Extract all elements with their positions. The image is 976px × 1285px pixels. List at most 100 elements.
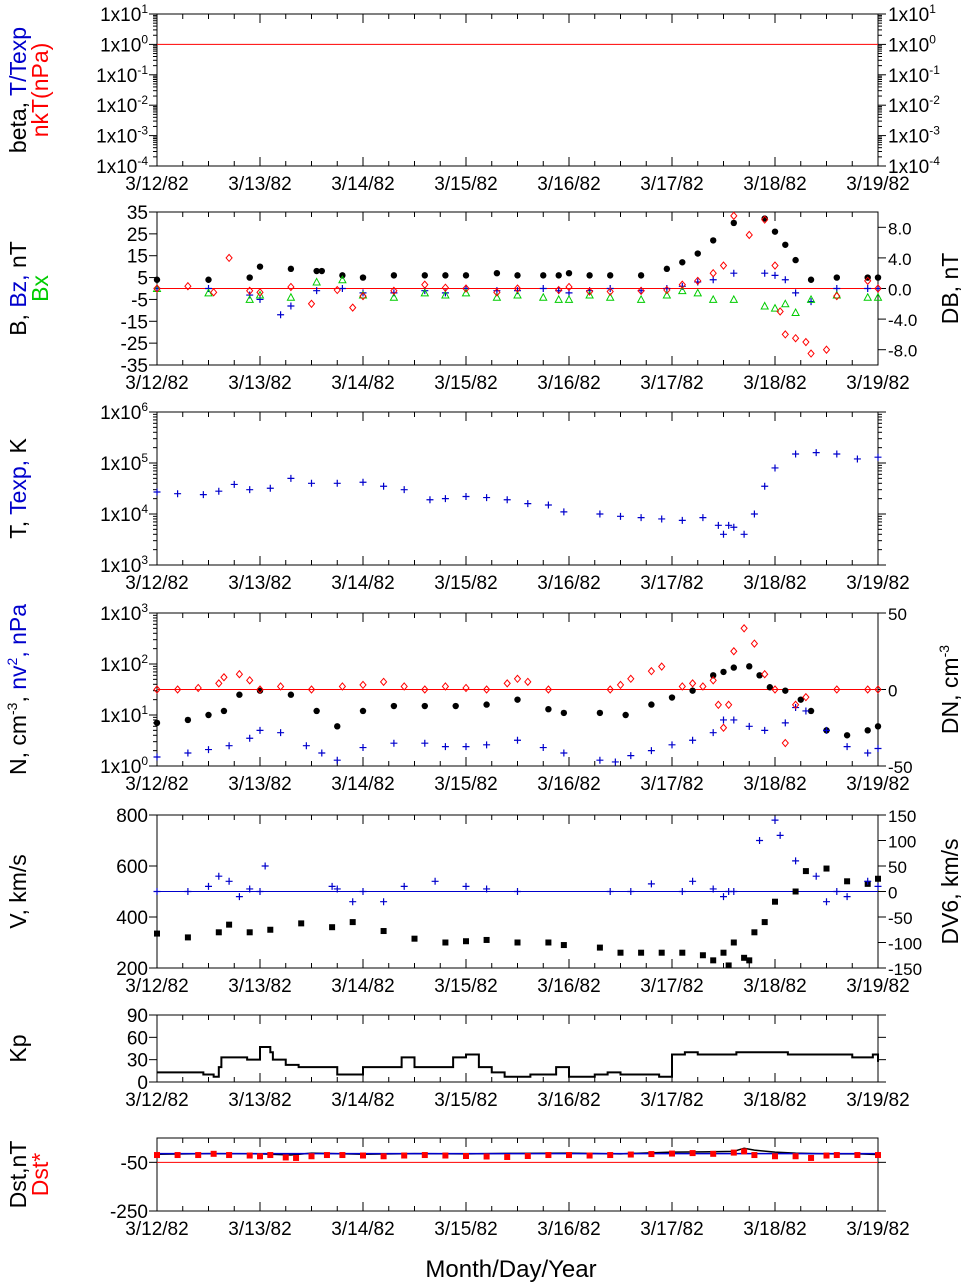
data-point-bx	[636, 294, 646, 303]
data-point-nv2	[225, 742, 233, 750]
data-point-dst	[689, 1150, 696, 1157]
data-point-dst	[566, 1152, 572, 1159]
data-point-db	[730, 211, 738, 221]
data-point-t	[761, 482, 769, 490]
y2-tick-label: 0	[888, 682, 897, 701]
data-point-nv2	[761, 726, 769, 734]
data-point-db	[802, 337, 810, 347]
data-point-dn	[173, 685, 182, 694]
data-point-dst	[586, 1152, 593, 1159]
data-point-b	[421, 272, 428, 279]
data-point-dn	[462, 683, 470, 693]
data-point-v	[725, 962, 732, 969]
data-point-db	[781, 330, 789, 339]
data-point-dv6	[823, 898, 830, 906]
data-point-b	[694, 250, 701, 257]
x-tick-label: 3/16/82	[537, 174, 600, 195]
data-point-db	[493, 288, 501, 297]
x-tick-label: 3/19/82	[846, 774, 909, 795]
data-point-dn	[761, 669, 769, 679]
data-point-db	[256, 288, 264, 297]
data-point-n	[843, 732, 851, 739]
y-tick-label: 800	[116, 806, 148, 827]
data-point-bx	[255, 290, 265, 299]
x-tick-label: 3/13/82	[228, 573, 291, 594]
x-tick-label: 3/15/82	[434, 373, 497, 394]
panel-1: 3/12/82 3/13/82 3/14/82 3/15/82 3/16/82 3/17/…	[5, 2, 940, 195]
data-point-dn	[513, 674, 522, 684]
x-tick-label: 3/14/82	[331, 174, 394, 195]
y-axis-label-2: Dst*	[27, 1153, 53, 1197]
data-point-b	[565, 270, 573, 277]
x-tick-label: 3/19/82	[846, 1090, 909, 1111]
data-point-dst	[421, 1152, 428, 1159]
x-tick-label: 3/16/82	[537, 1219, 600, 1240]
data-point-bz	[771, 271, 779, 279]
data-point-dv6	[843, 893, 851, 901]
data-point-n	[766, 684, 774, 691]
x-tick-label: 3/17/82	[640, 174, 703, 195]
data-point-nv2	[647, 747, 655, 755]
x-tick-label: 3/17/82	[640, 774, 703, 795]
data-point-nv2	[205, 746, 212, 754]
data-point-db	[225, 253, 233, 263]
data-point-v	[246, 929, 253, 936]
data-point-db	[565, 282, 573, 292]
data-point-dst	[792, 1153, 799, 1160]
data-point-dn	[544, 685, 553, 694]
y-tick-label: 0	[137, 1073, 148, 1094]
data-point-db	[349, 303, 357, 312]
data-point-bx	[605, 292, 615, 301]
data-point-db	[776, 307, 784, 316]
data-point-dn	[503, 679, 511, 688]
data-point-t	[658, 515, 666, 523]
y2-tick-label: 4.0	[888, 250, 912, 269]
data-point-dst	[323, 1152, 330, 1159]
data-point-t	[678, 516, 686, 524]
data-point-bx	[693, 288, 703, 297]
data-point-v	[154, 930, 160, 937]
data-point-t	[174, 490, 182, 498]
data-point-v	[184, 934, 191, 941]
data-point-v	[730, 939, 737, 946]
data-point-nv2	[689, 736, 697, 744]
x-tick-label: 3/15/82	[434, 573, 497, 594]
data-point-bx	[564, 294, 574, 303]
data-point-bz	[792, 289, 800, 297]
data-point-nv2	[153, 753, 161, 761]
data-point-dst	[174, 1152, 181, 1159]
data-point-v	[710, 957, 717, 964]
data-point-db	[694, 276, 702, 286]
x-tick-label: 3/17/82	[640, 976, 703, 997]
y-tick-label-right: 1x10-1	[888, 63, 940, 87]
data-point-dv6	[812, 872, 820, 880]
x-tick-label: 3/15/82	[434, 174, 497, 195]
x-tick-label: 3/18/82	[743, 573, 806, 594]
data-point-n	[236, 691, 243, 698]
data-point-b	[246, 274, 253, 281]
data-point-dn	[307, 685, 316, 694]
data-point-t	[833, 450, 841, 458]
y-axis-label: T, Texp, K	[5, 438, 31, 539]
y-axis-label: N, cm-3, nv2, nPa	[4, 604, 31, 775]
x-tick-label: 3/17/82	[640, 373, 703, 394]
data-point-t	[544, 501, 552, 509]
data-point-b	[205, 276, 212, 283]
data-point-bz	[287, 302, 295, 310]
y-tick-label: 15	[127, 247, 148, 268]
data-point-dst	[772, 1153, 778, 1160]
data-point-dn	[153, 685, 161, 694]
x-tick-label: 3/13/82	[228, 373, 291, 394]
data-point-v	[741, 954, 748, 961]
y-tick-label: 1x102	[100, 652, 148, 676]
data-point-dv6	[400, 882, 408, 890]
data-point-dn	[791, 700, 800, 710]
data-point-dn	[688, 679, 697, 688]
y-tick-label: 1x106	[100, 400, 148, 424]
data-point-v	[751, 929, 758, 936]
data-point-bx	[729, 294, 739, 303]
y-tick-label: 400	[116, 908, 148, 929]
data-point-n	[287, 691, 295, 698]
data-point-n	[390, 702, 398, 710]
data-point-b	[390, 272, 398, 279]
